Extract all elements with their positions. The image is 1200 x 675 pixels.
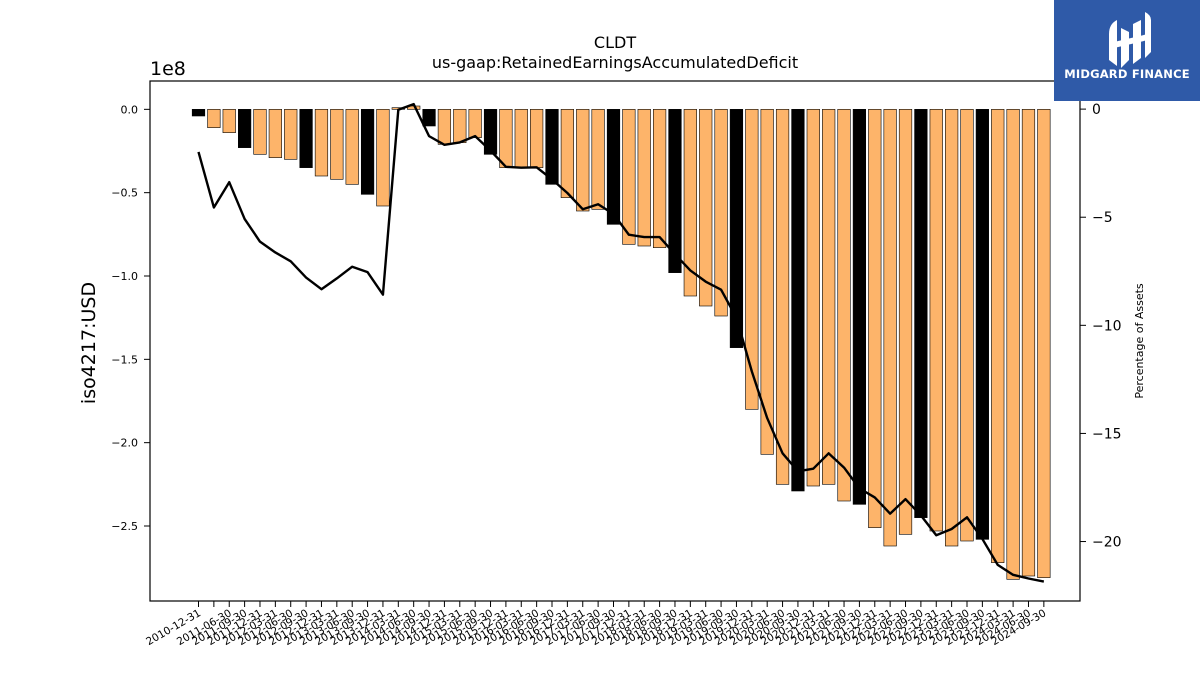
bar-2017-09-30 xyxy=(606,109,621,225)
bar-2015-03-31 xyxy=(453,109,467,143)
bar-2014-12-31 xyxy=(437,109,452,145)
bar-2021-06-30 xyxy=(837,109,851,502)
bar-2024-06-30 xyxy=(1021,109,1036,577)
y-tick-label: −1.0 xyxy=(111,270,138,283)
bar-2021-03-31 xyxy=(822,109,836,485)
chart-subtitle: us-gaap:RetainedEarningsAccumulatedDefic… xyxy=(432,53,798,72)
y-tick-label: −1.5 xyxy=(111,353,138,366)
bar-2020-12-31 xyxy=(806,109,820,487)
bar-2022-12-31 xyxy=(929,109,943,532)
y2-axis-ticks: 0 −5 −10 −15 −20 xyxy=(1080,102,1122,551)
bar-2012-03-31 xyxy=(268,109,282,158)
bar-2022-09-30 xyxy=(914,109,928,518)
pct-assets-line xyxy=(197,102,1045,583)
bar-2023-03-31 xyxy=(945,109,959,547)
bar-2011-12-31 xyxy=(253,109,267,155)
bar-2013-03-31 xyxy=(330,109,344,180)
bar-series xyxy=(191,105,1051,580)
y2-axis-label: Percentage of Assets xyxy=(1133,283,1146,399)
y-axis-ticks: 0.0 −0.5 −1.0 −1.5 −2.0 −2.5 xyxy=(111,103,150,533)
bar-2021-12-31 xyxy=(868,109,882,528)
bar-2023-06-30 xyxy=(960,109,974,542)
bar-2010-12-31 xyxy=(191,109,206,117)
bar-2020-03-31 xyxy=(760,109,774,455)
y-tick-label: −2.0 xyxy=(111,437,138,450)
pct-assets-series xyxy=(197,102,1045,583)
bar-2018-09-30 xyxy=(668,109,682,273)
bar-2024-09-30 xyxy=(1037,109,1051,578)
bar-2024-03-31 xyxy=(1006,109,1020,580)
bar-2022-03-31 xyxy=(883,109,897,547)
bar-2011-03-31 xyxy=(207,109,221,128)
bar-2023-09-30 xyxy=(975,109,989,540)
bar-2023-12-31 xyxy=(991,109,1005,563)
bar-2012-12-31 xyxy=(314,109,329,177)
y2-tick-label: −5 xyxy=(1092,210,1113,226)
x-axis-ticks: 2010-12-312011-06-302011-09-302011-12-31… xyxy=(144,601,1048,648)
y2-tick-label: 0 xyxy=(1092,102,1101,118)
bar-2019-09-30 xyxy=(729,109,744,348)
bar-2012-09-30 xyxy=(299,109,313,168)
bar-2019-12-31 xyxy=(745,109,759,410)
bar-2020-06-30 xyxy=(775,109,790,485)
bar-2019-03-31 xyxy=(699,109,713,307)
y2-tick-label: −20 xyxy=(1092,535,1122,551)
bar-2017-12-31 xyxy=(622,109,636,245)
bar-2015-06-30 xyxy=(468,109,482,138)
y-tick-label: −2.5 xyxy=(111,520,138,533)
bar-2015-12-31 xyxy=(499,109,513,168)
bar-2016-12-31 xyxy=(560,109,574,198)
bar-2014-09-30 xyxy=(422,109,436,127)
y-tick-label: −0.5 xyxy=(111,187,138,200)
y-axis-label: iso4217:USD xyxy=(78,282,100,404)
plot-frame xyxy=(149,80,1081,602)
chart-title: CLDT xyxy=(594,33,636,52)
bar-2018-03-31 xyxy=(637,109,651,247)
bar-2018-06-30 xyxy=(652,109,667,248)
bar-2013-09-30 xyxy=(360,109,375,195)
bar-2020-09-30 xyxy=(791,109,805,492)
bar-2015-09-30 xyxy=(483,109,498,155)
midgard-logo-icon xyxy=(1109,12,1151,68)
bar-2017-06-30 xyxy=(591,109,605,210)
bar-2016-03-31 xyxy=(514,109,528,168)
bar-2018-12-31 xyxy=(683,109,697,297)
y2-tick-label: −15 xyxy=(1092,426,1122,442)
bar-2013-12-31 xyxy=(376,109,390,207)
bar-2016-06-30 xyxy=(530,109,544,168)
y2-tick-label: −10 xyxy=(1092,318,1122,334)
bar-2013-06-30 xyxy=(345,109,359,185)
bar-2017-03-31 xyxy=(576,109,590,212)
bar-2022-06-30 xyxy=(898,109,913,535)
logo-text: MIDGARD FINANCE xyxy=(1064,67,1190,81)
bar-2021-09-30 xyxy=(852,109,867,505)
bar-2011-09-30 xyxy=(238,109,252,148)
bar-2019-06-30 xyxy=(714,109,728,317)
y-offset-label: 1e8 xyxy=(150,58,186,80)
bar-2011-06-30 xyxy=(222,109,236,133)
bar-2012-06-30 xyxy=(284,109,298,160)
bar-2016-09-30 xyxy=(545,109,559,185)
y-tick-label: 0.0 xyxy=(121,103,139,116)
